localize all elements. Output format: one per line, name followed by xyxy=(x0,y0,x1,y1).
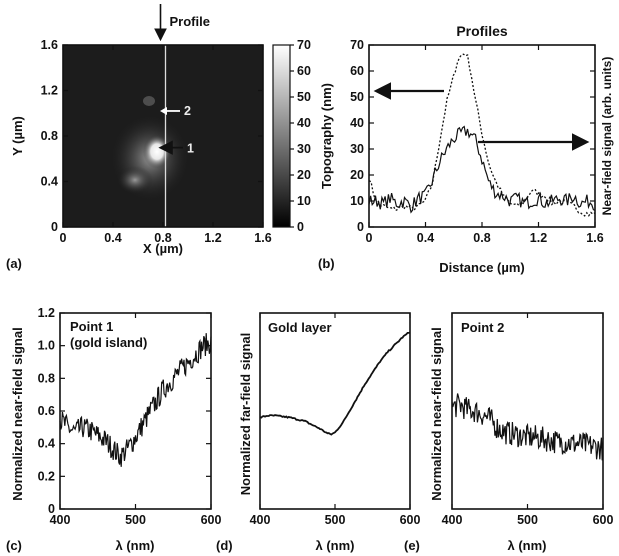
panel-c: 400 500 600 0 0.2 0.4 0.6 0.8 1.0 1.2 Point 1 (go… xyxy=(6,306,221,553)
y-tick-label: 60 xyxy=(350,64,364,78)
heatmap-hotspot-2 xyxy=(143,95,155,106)
panel-d: 400 500 600 Gold layer λ (nm) Normalized f… xyxy=(216,312,421,553)
panel-a-axes: 0 0.4 0.8 1.2 1.6 0 0.4 0.8 1.2 1.6 xyxy=(41,38,272,245)
panel-d-axes: 400 500 600 xyxy=(250,313,421,527)
panel-b-xlabel: Distance (µm) xyxy=(439,260,525,275)
panel-e-tag: (e) xyxy=(404,538,420,553)
panel-b-ylabel: Topography (nm) xyxy=(319,83,334,189)
panel-d-annotation: Gold layer xyxy=(268,320,332,335)
x-tick-label: 400 xyxy=(250,513,271,527)
profile-label: Profile xyxy=(170,14,210,29)
heatmap-hotspot-1 xyxy=(143,134,171,169)
x-tick-label: 1.2 xyxy=(204,231,221,245)
y-tick-label: 0.2 xyxy=(38,469,55,483)
x-tick-label: 0.8 xyxy=(154,231,171,245)
colorbar xyxy=(272,44,291,228)
panel-c-xlabel: λ (nm) xyxy=(116,538,155,553)
panel-a-xlabel: X (µm) xyxy=(143,241,183,256)
y-tick-label: 0.8 xyxy=(41,129,58,143)
panel-c-axes: 400 500 600 0 0.2 0.4 0.6 0.8 1.0 1.2 xyxy=(38,306,222,527)
panel-e-axes: 400 500 600 xyxy=(442,313,614,527)
series-solid-profile xyxy=(368,125,596,214)
panel-b-axes: 0 0.4 0.8 1.2 1.6 0 10 20 30 40 50 60 70 xyxy=(350,38,604,245)
panel-d-ylabel: Normalized far-field signal xyxy=(238,333,253,496)
y-tick-label: 0.4 xyxy=(41,175,58,189)
y-tick-label: 0.8 xyxy=(38,371,55,385)
x-tick-label: 600 xyxy=(593,513,614,527)
panel-e-ylabel: Normalized near-field signal xyxy=(429,327,444,500)
colorbar-tick-label: 60 xyxy=(297,64,311,78)
panel-c-annotation-line-2: (gold island) xyxy=(70,335,147,350)
heatmap-halo-tail xyxy=(117,166,153,194)
x-tick-label: 0 xyxy=(60,231,67,245)
colorbar-tick-label: 10 xyxy=(297,194,311,208)
panel-a: 0 0.4 0.8 1.2 1.6 0 0.4 0.8 1.2 1.6 X (µm) Y (µm)… xyxy=(6,4,311,271)
x-tick-label: 500 xyxy=(125,513,146,527)
colorbar-tick-label: 0 xyxy=(297,220,304,234)
x-tick-label: 500 xyxy=(325,513,346,527)
x-tick-label: 1.6 xyxy=(586,231,603,245)
y-tick-label: 30 xyxy=(350,142,364,156)
y-tick-label: 0.4 xyxy=(38,437,55,451)
series-point-2-spectrum xyxy=(451,393,604,461)
x-tick-label: 500 xyxy=(517,513,538,527)
x-tick-label: 0.4 xyxy=(417,231,434,245)
y-tick-label: 1.2 xyxy=(38,306,55,320)
y-tick-label: 10 xyxy=(350,194,364,208)
panel-b-tag: (b) xyxy=(318,256,335,271)
y-tick-label: 0 xyxy=(51,220,58,234)
x-tick-label: 0.8 xyxy=(473,231,490,245)
y-tick-label: 20 xyxy=(350,168,364,182)
panel-e-annotation: Point 2 xyxy=(461,320,504,335)
panel-c-tag: (c) xyxy=(6,538,22,553)
panel-e: 400 500 600 Point 2 λ (nm) Normalized near… xyxy=(404,312,614,553)
colorbar-tick-label: 20 xyxy=(297,168,311,182)
colorbar-tick-label: 30 xyxy=(297,142,311,156)
panel-a-tag: (a) xyxy=(6,256,22,271)
y-tick-label: 0 xyxy=(48,502,55,516)
x-tick-label: 0 xyxy=(366,231,373,245)
point-2-arrowhead xyxy=(160,106,167,115)
y-tick-label: 50 xyxy=(350,90,364,104)
y-tick-label: 40 xyxy=(350,116,364,130)
point-1-label: 1 xyxy=(187,142,194,156)
colorbar-tick-label: 50 xyxy=(297,90,311,104)
x-tick-label: 1.2 xyxy=(530,231,547,245)
panel-b: 0 0.4 0.8 1.2 1.6 0 10 20 30 40 50 60 70 Profiles Di… xyxy=(318,23,614,275)
y-tick-label: 1.0 xyxy=(38,339,55,353)
x-tick-label: 600 xyxy=(201,513,222,527)
colorbar-tick-label: 70 xyxy=(297,38,311,52)
panel-c-annotation-line-1: Point 1 xyxy=(70,319,113,334)
x-tick-label: 600 xyxy=(400,513,421,527)
colorbar-tick-label: 40 xyxy=(297,116,311,130)
point-2-label: 2 xyxy=(184,104,191,118)
series-point-1-spectrum xyxy=(59,333,212,467)
series-gold-layer-spectrum xyxy=(259,331,411,436)
panel-d-tag: (d) xyxy=(216,538,233,553)
panel-b-title: Profiles xyxy=(456,23,508,39)
colorbar-ticks: 0 10 20 30 40 50 60 70 xyxy=(290,38,311,234)
panel-b-frame xyxy=(368,44,596,228)
x-tick-label: 1.6 xyxy=(254,231,271,245)
panel-d-frame xyxy=(259,312,411,510)
x-tick-label: 0.4 xyxy=(104,231,121,245)
y-tick-label: 70 xyxy=(350,38,364,52)
y-tick-label: 0.6 xyxy=(38,404,55,418)
y-tick-label: 1.2 xyxy=(41,84,58,98)
series-dotted-profile xyxy=(368,53,596,217)
x-tick-label: 400 xyxy=(50,513,71,527)
panel-c-ylabel: Normalized near-field signal xyxy=(10,327,25,500)
panel-d-xlabel: λ (nm) xyxy=(316,538,355,553)
x-tick-label: 400 xyxy=(442,513,463,527)
y-tick-label: 1.6 xyxy=(41,38,58,52)
panel-b-ylabel-right: Near-field signal (arb. units) xyxy=(600,57,614,216)
panel-a-ylabel: Y (µm) xyxy=(10,116,25,156)
panel-e-xlabel: λ (nm) xyxy=(508,538,547,553)
y-tick-label: 0 xyxy=(357,220,364,234)
